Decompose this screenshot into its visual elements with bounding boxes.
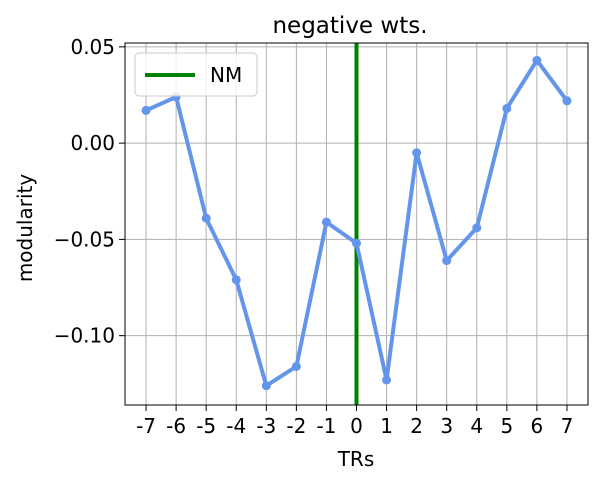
x-tick-label: 0	[350, 414, 363, 438]
x-tick-label: 5	[500, 414, 513, 438]
legend-box	[134, 52, 258, 97]
legend: NM	[134, 52, 258, 97]
data-point	[532, 55, 542, 65]
y-tick-label: −0.10	[54, 324, 115, 348]
data-point	[442, 256, 452, 266]
chart-title: negative wts.	[272, 13, 427, 39]
y-tick-label: 0.05	[70, 35, 115, 59]
x-tick-label: 3	[440, 414, 453, 438]
series-layer	[141, 55, 572, 391]
x-tick-label: -5	[196, 414, 216, 438]
x-tick-label: 7	[561, 414, 574, 438]
data-point	[472, 223, 482, 233]
y-tick-label: −0.05	[54, 227, 115, 251]
x-tick-label: -4	[226, 414, 246, 438]
data-point	[382, 375, 392, 385]
data-point	[231, 275, 241, 285]
data-point	[412, 148, 422, 158]
data-point	[562, 96, 572, 106]
x-tick-label: -1	[316, 414, 336, 438]
data-point	[201, 213, 211, 223]
data-point	[321, 217, 331, 227]
x-tick-layer: -7 -6 -5 -4 -3 -2 -1 0 1 2 3 4 5 6 7	[136, 405, 573, 438]
data-point	[261, 381, 271, 391]
x-tick-label: 1	[380, 414, 393, 438]
x-tick-label: 2	[410, 414, 423, 438]
x-tick-label: -2	[286, 414, 306, 438]
x-tick-label: 4	[470, 414, 483, 438]
x-axis-label: TRs	[337, 447, 375, 471]
y-tick-layer: 0.05 0.00 −0.05 −0.10	[54, 35, 125, 348]
data-point	[291, 361, 301, 371]
data-point	[141, 105, 151, 115]
y-tick-label: 0.00	[70, 131, 115, 155]
legend-label-nm: NM	[210, 63, 242, 87]
y-axis-label: modularity	[13, 174, 37, 283]
x-tick-label: 6	[531, 414, 544, 438]
x-tick-label: -3	[256, 414, 276, 438]
x-tick-label: -7	[136, 414, 156, 438]
x-tick-label: -6	[166, 414, 186, 438]
data-point	[502, 103, 512, 113]
data-point	[352, 238, 361, 248]
